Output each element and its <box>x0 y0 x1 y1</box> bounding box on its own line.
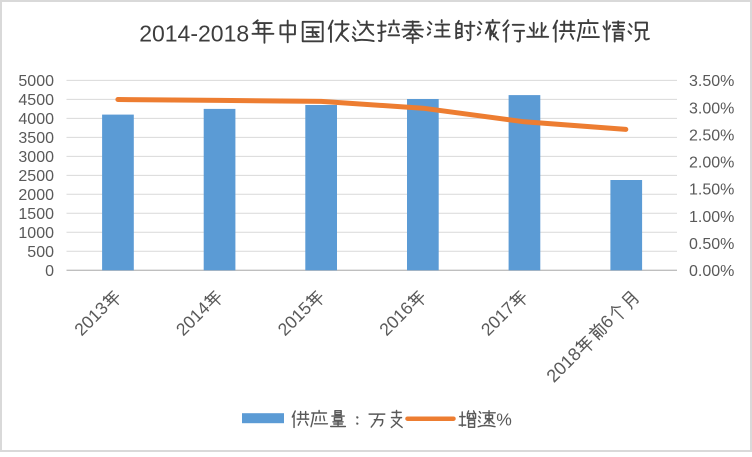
svg-text:%: % <box>496 410 512 430</box>
svg-text:1000: 1000 <box>18 225 54 242</box>
svg-text:0.00%: 0.00% <box>689 263 734 280</box>
svg-text:2.50%: 2.50% <box>689 128 734 145</box>
svg-text:0.50%: 0.50% <box>689 236 734 253</box>
svg-text:1500: 1500 <box>18 206 54 223</box>
svg-text:4000: 4000 <box>18 111 54 128</box>
svg-text:2000: 2000 <box>18 187 54 204</box>
svg-text:3000: 3000 <box>18 149 54 166</box>
svg-text:3.00%: 3.00% <box>689 100 734 117</box>
svg-text:1.50%: 1.50% <box>689 182 734 199</box>
svg-text:2.00%: 2.00% <box>689 155 734 172</box>
svg-text:4500: 4500 <box>18 92 54 109</box>
svg-text:2500: 2500 <box>18 168 54 185</box>
svg-text:1.00%: 1.00% <box>689 209 734 226</box>
svg-text:0: 0 <box>45 263 54 280</box>
svg-text:3500: 3500 <box>18 130 54 147</box>
svg-text:500: 500 <box>27 244 54 261</box>
svg-text:3.50%: 3.50% <box>689 73 734 90</box>
svg-text:2014-2018: 2014-2018 <box>139 21 249 47</box>
svg-text:5000: 5000 <box>18 73 54 90</box>
